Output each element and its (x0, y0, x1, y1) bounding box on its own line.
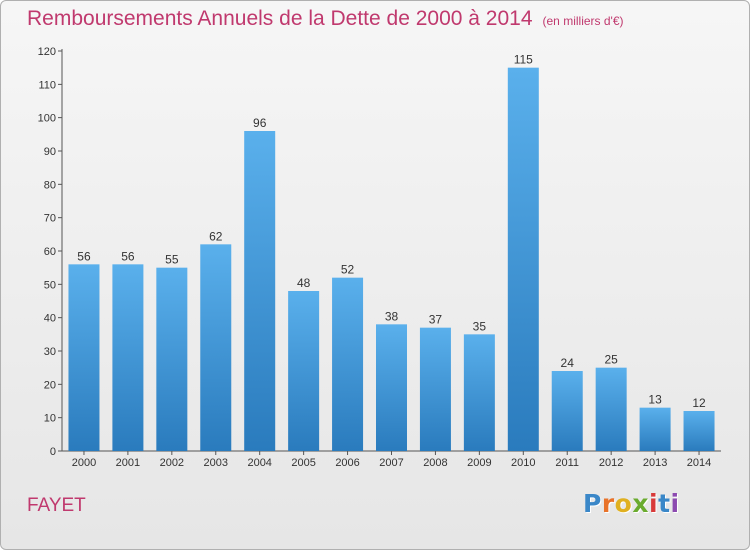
logo-letter: r (601, 489, 615, 518)
data-label-2000: 56 (77, 249, 91, 263)
logo-letter: i (649, 489, 659, 518)
bar-2011 (551, 371, 583, 451)
logo-letter: P (583, 489, 602, 518)
x-tick-label-2005: 2005 (291, 457, 315, 469)
y-tick-label: 0 (50, 446, 56, 458)
logo-letter: i (670, 489, 680, 518)
x-tick-label-2010: 2010 (511, 457, 535, 469)
logo-letter: o (614, 489, 633, 518)
x-tick-label-2000: 2000 (72, 457, 96, 469)
y-tick-label: 70 (44, 213, 56, 225)
x-tick-label-2012: 2012 (599, 457, 623, 469)
x-tick-label-2008: 2008 (423, 457, 447, 469)
x-tick-label-2014: 2014 (687, 457, 711, 469)
data-label-2008: 37 (429, 313, 443, 327)
bar-2012 (595, 367, 627, 451)
x-tick-label-2002: 2002 (160, 457, 184, 469)
bar-2007 (376, 324, 407, 451)
x-tick-label-2009: 2009 (467, 457, 491, 469)
bar-2013 (639, 407, 671, 451)
data-label-2010: 115 (514, 53, 533, 67)
y-tick-label: 60 (44, 246, 56, 258)
x-tick-label-2004: 2004 (247, 457, 271, 469)
bar-2008 (419, 327, 451, 451)
y-tick-label: 120 (38, 46, 56, 58)
place-name: FAYET (27, 495, 86, 516)
data-label-2014: 12 (692, 396, 706, 410)
y-tick-label: 10 (44, 413, 56, 425)
bar-2006 (332, 277, 364, 451)
y-tick-label: 110 (38, 79, 56, 91)
data-label-2002: 55 (165, 253, 179, 267)
x-tick-label-2006: 2006 (335, 457, 359, 469)
y-tick-label: 30 (44, 346, 56, 358)
bar-2003 (200, 244, 232, 451)
bar-2004 (244, 131, 276, 451)
data-label-2013: 13 (648, 393, 662, 407)
chart-title: Remboursements Annuels de la Dette de 20… (27, 7, 624, 31)
logo-letter: x (632, 489, 649, 518)
bar-2000 (68, 264, 100, 451)
chart-bars (68, 67, 715, 452)
x-tick-label-2013: 2013 (643, 457, 667, 469)
chart-data-labels: 56 56 55 62 96 48 52 38 37 35 115 24 25 13 12 (77, 53, 706, 410)
data-label-2007: 38 (385, 309, 399, 323)
bar-2014 (683, 411, 715, 451)
data-label-2012: 25 (604, 353, 618, 367)
y-tick-label: 80 (44, 179, 56, 191)
data-label-2011: 24 (561, 356, 575, 370)
y-tick-label: 50 (44, 279, 56, 291)
y-tick-label: 20 (44, 379, 56, 391)
data-label-2003: 62 (209, 229, 223, 243)
data-label-2001: 56 (121, 249, 135, 263)
bar-2005 (288, 291, 320, 451)
x-tick-label-2007: 2007 (379, 457, 403, 469)
chart-title-text: Remboursements Annuels de la Dette de 20… (27, 7, 533, 30)
data-label-2006: 52 (341, 263, 355, 277)
bar-2002 (156, 267, 188, 451)
data-label-2004: 96 (253, 116, 267, 130)
y-tick-label: 100 (38, 113, 56, 125)
bar-2010 (507, 67, 539, 452)
data-label-2005: 48 (297, 276, 311, 290)
x-tick-label-2003: 2003 (204, 457, 228, 469)
bar-2001 (112, 264, 144, 451)
x-tick-label-2001: 2001 (116, 457, 140, 469)
proxiti-logo: Proxiti (583, 489, 680, 518)
bar-2009 (463, 334, 495, 451)
x-tick-label-2011: 2011 (555, 457, 579, 469)
y-tick-label: 40 (44, 313, 56, 325)
y-tick-label: 90 (44, 146, 56, 158)
chart-unit: (en milliers d'€) (542, 14, 624, 28)
data-label-2009: 35 (473, 319, 487, 333)
logo-letter: t (658, 489, 671, 518)
